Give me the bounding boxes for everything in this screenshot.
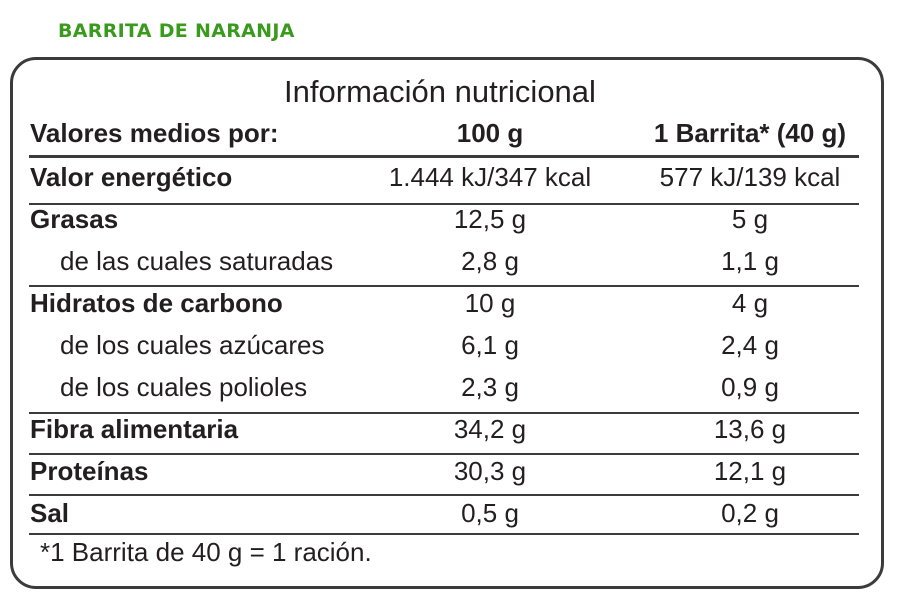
value-per-bar: 13,6 g: [713, 414, 787, 444]
row-divider: [29, 203, 859, 205]
value-per-100g: 6,1 g: [461, 330, 519, 360]
footnote: *1 Barrita de 40 g = 1 ración.: [40, 537, 372, 567]
value-per-100g: 30,3 g: [453, 456, 527, 486]
row-divider: [29, 285, 859, 287]
row-divider: [29, 494, 859, 496]
nutrient-label: de las cuales saturadas: [60, 246, 334, 276]
value-per-bar: 12,1 g: [713, 456, 787, 486]
header-per-bar: 1 Barrita* (40 g): [653, 118, 847, 148]
value-per-bar: 0,9 g: [721, 372, 779, 402]
value-per-100g: 0,5 g: [461, 498, 519, 528]
panel-title: Información nutricional: [284, 74, 596, 109]
row-divider: [29, 533, 859, 535]
value-per-100g: 34,2 g: [453, 414, 527, 444]
value-per-bar: 577 kJ/139 kcal: [659, 162, 841, 192]
nutrient-label: Fibra alimentaria: [30, 414, 239, 444]
value-per-100g: 2,3 g: [461, 372, 519, 402]
value-per-bar: 5 g: [731, 204, 769, 234]
nutrient-label: Sal: [30, 498, 70, 528]
header-per-100g: 100 g: [456, 118, 524, 148]
value-per-bar: 0,2 g: [721, 498, 779, 528]
nutrient-label: de los cuales polioles: [60, 372, 308, 402]
value-per-bar: 2,4 g: [721, 330, 779, 360]
row-divider: [29, 412, 859, 414]
value-per-100g: 1.444 kJ/347 kcal: [388, 162, 592, 192]
value-per-100g: 10 g: [464, 288, 516, 318]
row-divider: [29, 453, 859, 455]
value-per-bar: 1,1 g: [721, 246, 779, 276]
nutrient-label: Grasas: [30, 204, 119, 234]
value-per-100g: 12,5 g: [453, 204, 527, 234]
value-per-100g: 2,8 g: [461, 246, 519, 276]
value-per-bar: 4 g: [731, 288, 769, 318]
nutrient-label: Hidratos de carbono: [30, 288, 283, 318]
header-divider: [29, 155, 859, 158]
product-title: BARRITA DE NARANJA: [58, 20, 295, 42]
nutrient-label: de los cuales azúcares: [60, 330, 325, 360]
header-label: Valores medios por:: [30, 118, 279, 148]
nutrient-label: Valor energético: [30, 162, 233, 192]
nutrient-label: Proteínas: [30, 456, 149, 486]
nutrition-panel: [10, 57, 884, 589]
